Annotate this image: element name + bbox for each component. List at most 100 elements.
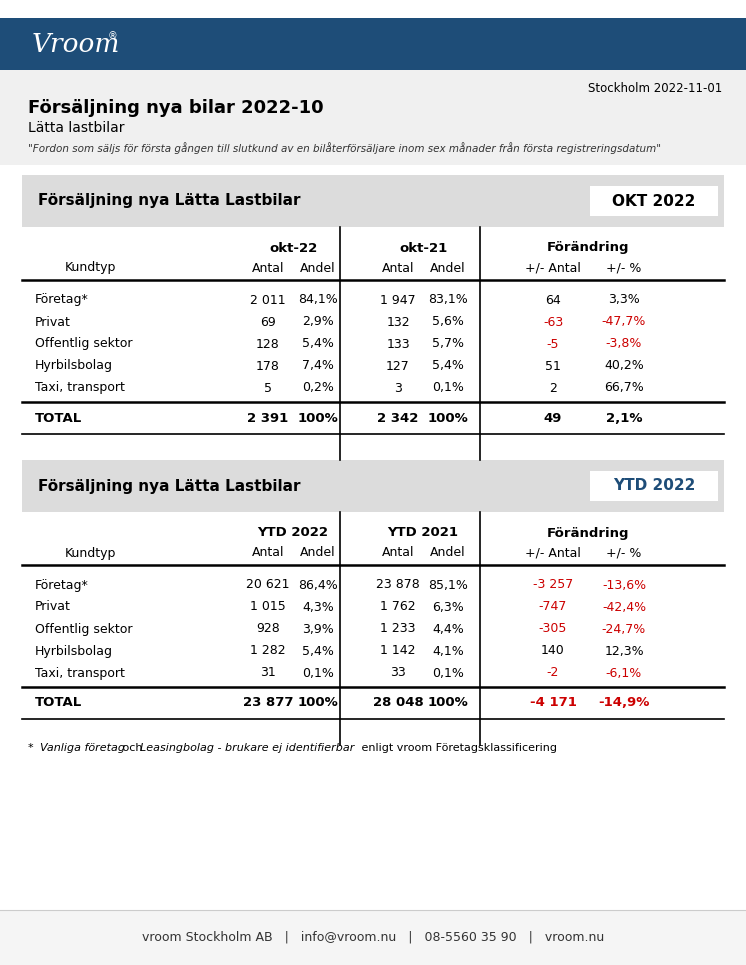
Text: Andel: Andel <box>430 546 466 560</box>
Text: Kundtyp: Kundtyp <box>64 262 116 274</box>
Text: Försäljning nya Lätta Lastbilar: Försäljning nya Lätta Lastbilar <box>38 479 301 493</box>
Text: 85,1%: 85,1% <box>428 578 468 592</box>
Text: 2,1%: 2,1% <box>606 411 642 425</box>
Text: Vroom: Vroom <box>32 32 120 57</box>
Text: 2,9%: 2,9% <box>302 316 334 328</box>
Text: 1 142: 1 142 <box>380 645 416 657</box>
Text: +/- %: +/- % <box>606 546 642 560</box>
Text: 5,6%: 5,6% <box>432 316 464 328</box>
Text: 100%: 100% <box>298 411 339 425</box>
Text: Andel: Andel <box>300 262 336 274</box>
Text: 2 391: 2 391 <box>248 411 289 425</box>
Text: 1 015: 1 015 <box>250 600 286 614</box>
Text: Företag*: Företag* <box>35 578 89 592</box>
Text: Privat: Privat <box>35 600 71 614</box>
Text: Privat: Privat <box>35 316 71 328</box>
Text: 4,4%: 4,4% <box>432 622 464 636</box>
Text: 12,3%: 12,3% <box>604 645 644 657</box>
Text: 0,2%: 0,2% <box>302 381 334 395</box>
Text: Kundtyp: Kundtyp <box>64 546 116 560</box>
Text: 128: 128 <box>256 338 280 350</box>
Text: -2: -2 <box>547 667 560 679</box>
Text: Andel: Andel <box>430 262 466 274</box>
Text: 2 011: 2 011 <box>250 293 286 307</box>
Text: Vanliga företag: Vanliga företag <box>40 743 125 753</box>
Text: Stockholm 2022-11-01: Stockholm 2022-11-01 <box>588 81 722 95</box>
Text: 1 947: 1 947 <box>380 293 416 307</box>
Text: "Fordon som säljs för första gången till slutkund av en bilåterförsäljare inom s: "Fordon som säljs för första gången till… <box>28 142 661 154</box>
Text: Försäljning nya Lätta Lastbilar: Försäljning nya Lätta Lastbilar <box>38 194 301 208</box>
Text: 100%: 100% <box>427 411 468 425</box>
Text: 66,7%: 66,7% <box>604 381 644 395</box>
Text: -3 257: -3 257 <box>533 578 573 592</box>
Text: 5,4%: 5,4% <box>432 360 464 372</box>
Text: -47,7%: -47,7% <box>602 316 646 328</box>
Text: 140: 140 <box>541 645 565 657</box>
Text: YTD 2021: YTD 2021 <box>387 527 459 539</box>
Text: Antal: Antal <box>251 262 284 274</box>
Text: 31: 31 <box>260 667 276 679</box>
Text: -13,6%: -13,6% <box>602 578 646 592</box>
Text: -24,7%: -24,7% <box>602 622 646 636</box>
Text: 23 877: 23 877 <box>242 697 293 709</box>
Text: Leasingbolag - brukare ej identifierbar: Leasingbolag - brukare ej identifierbar <box>140 743 354 753</box>
Bar <box>0 18 746 70</box>
Text: *: * <box>28 743 37 753</box>
Text: 20 621: 20 621 <box>246 578 289 592</box>
Text: 100%: 100% <box>427 697 468 709</box>
Text: enligt vroom Företagsklassificering: enligt vroom Företagsklassificering <box>358 743 557 753</box>
Text: okt-21: okt-21 <box>399 241 447 255</box>
Bar <box>22 175 724 227</box>
Text: 49: 49 <box>544 411 562 425</box>
Text: -14,9%: -14,9% <box>598 697 650 709</box>
Text: Försäljning nya bilar 2022-10: Försäljning nya bilar 2022-10 <box>28 99 324 117</box>
Text: 83,1%: 83,1% <box>428 293 468 307</box>
Text: Andel: Andel <box>300 546 336 560</box>
Text: 127: 127 <box>386 360 410 372</box>
Text: -42,4%: -42,4% <box>602 600 646 614</box>
Bar <box>0 70 746 165</box>
Text: 0,1%: 0,1% <box>432 381 464 395</box>
Text: 33: 33 <box>390 667 406 679</box>
Text: 5,7%: 5,7% <box>432 338 464 350</box>
Text: YTD 2022: YTD 2022 <box>257 527 328 539</box>
Text: 5,4%: 5,4% <box>302 338 334 350</box>
Text: 6,3%: 6,3% <box>432 600 464 614</box>
Text: 69: 69 <box>260 316 276 328</box>
Text: 51: 51 <box>545 360 561 372</box>
Bar <box>22 227 724 460</box>
Text: Förändring: Förändring <box>548 527 630 539</box>
Text: 132: 132 <box>386 316 410 328</box>
Text: -5: -5 <box>547 338 560 350</box>
Text: -6,1%: -6,1% <box>606 667 642 679</box>
Bar <box>22 512 724 745</box>
Text: okt-22: okt-22 <box>269 241 317 255</box>
Text: och: och <box>119 743 146 753</box>
Text: TOTAL: TOTAL <box>35 411 82 425</box>
Text: 28 048: 28 048 <box>372 697 424 709</box>
Text: 7,4%: 7,4% <box>302 360 334 372</box>
Text: TOTAL: TOTAL <box>35 697 82 709</box>
Text: Hyrbilsbolag: Hyrbilsbolag <box>35 360 113 372</box>
Text: 84,1%: 84,1% <box>298 293 338 307</box>
Text: -305: -305 <box>539 622 567 636</box>
Text: -747: -747 <box>539 600 567 614</box>
Text: 4,3%: 4,3% <box>302 600 334 614</box>
Text: +/- %: +/- % <box>606 262 642 274</box>
Text: 86,4%: 86,4% <box>298 578 338 592</box>
Text: 5: 5 <box>264 381 272 395</box>
Text: Offentlig sektor: Offentlig sektor <box>35 338 133 350</box>
Text: Taxi, transport: Taxi, transport <box>35 381 125 395</box>
Text: Antal: Antal <box>251 546 284 560</box>
Text: +/- Antal: +/- Antal <box>525 546 581 560</box>
Text: 0,1%: 0,1% <box>302 667 334 679</box>
Text: Hyrbilsbolag: Hyrbilsbolag <box>35 645 113 657</box>
Text: -3,8%: -3,8% <box>606 338 642 350</box>
Text: 2: 2 <box>549 381 557 395</box>
Text: +/- Antal: +/- Antal <box>525 262 581 274</box>
Text: 1 762: 1 762 <box>380 600 416 614</box>
Text: vroom Stockholm AB   |   info@vroom.nu   |   08-5560 35 90   |   vroom.nu: vroom Stockholm AB | info@vroom.nu | 08-… <box>142 930 604 944</box>
Bar <box>0 910 746 965</box>
Text: Offentlig sektor: Offentlig sektor <box>35 622 133 636</box>
Text: 133: 133 <box>386 338 410 350</box>
